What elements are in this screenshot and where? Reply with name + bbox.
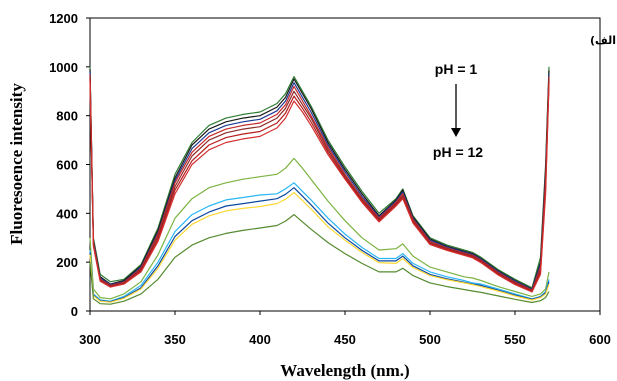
x-tick-label: 500	[419, 332, 441, 347]
ph-start-label: pH = 1	[435, 61, 478, 77]
series-line-6	[89, 78, 550, 293]
x-tick-label: 600	[589, 332, 611, 347]
series-line-9	[89, 182, 550, 302]
x-tick-label: 550	[504, 332, 526, 347]
y-tick-label: 600	[56, 158, 78, 173]
series-line-1	[89, 66, 550, 289]
x-tick-label: 300	[79, 332, 101, 347]
y-axis-title: Fluoresoence intensity	[7, 83, 26, 245]
series-line-5	[89, 76, 550, 292]
series-line-11	[89, 192, 550, 303]
x-tick-label: 350	[164, 332, 186, 347]
y-tick-label: 800	[56, 109, 78, 124]
series-line-10	[89, 187, 550, 303]
y-tick-label: 1000	[49, 60, 78, 75]
y-tick-label: 200	[56, 255, 78, 270]
ph-arrow	[451, 84, 461, 137]
x-axis-ticks: 300 350 400 450 500 550 600	[79, 311, 611, 347]
series-layer	[89, 66, 550, 305]
plot-frame	[89, 17, 601, 312]
y-axis-ticks: 0 200 400 600 800 1000 1200	[49, 11, 90, 319]
series-line-12	[89, 214, 550, 305]
ph-end-label: pH = 12	[433, 144, 483, 160]
y-tick-label: 1200	[49, 11, 78, 26]
y-tick-label: 0	[71, 304, 78, 319]
x-tick-label: 400	[249, 332, 271, 347]
x-tick-label: 450	[334, 332, 356, 347]
y-tick-label: 400	[56, 206, 78, 221]
series-line-2	[89, 69, 550, 290]
series-line-7	[89, 81, 550, 293]
panel-label: (الف)	[590, 34, 617, 47]
series-line-8	[89, 157, 550, 300]
x-axis-title: Wavelength (nm.)	[280, 361, 409, 380]
